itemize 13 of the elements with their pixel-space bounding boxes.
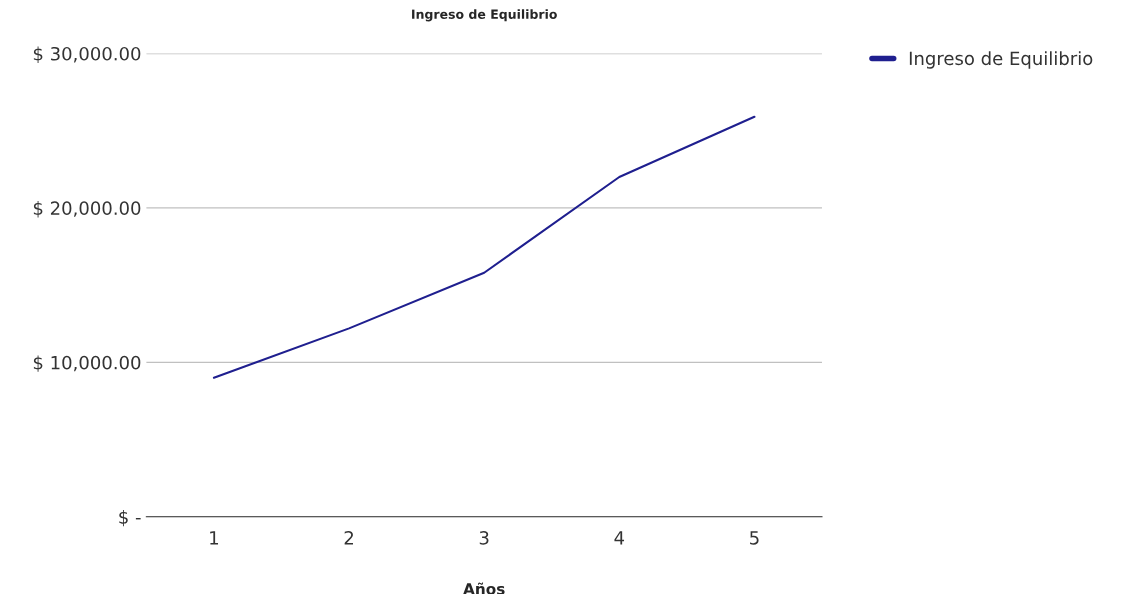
y-tick-label: $ 20,000.00: [33, 201, 141, 218]
x-tick-label: 3: [479, 530, 489, 545]
y-tick-label: $ 30,000.00: [33, 46, 141, 63]
x-tick-label: 2: [344, 530, 353, 545]
line-series: [212, 115, 756, 379]
x-tick-label: 5: [750, 531, 759, 545]
x-tick-label: 4: [614, 531, 625, 545]
legend-label: Ingreso de Equilibrio: [909, 51, 1093, 69]
x-axis-title: Años: [463, 582, 505, 594]
chart-title: Ingreso de Equilibrio: [412, 9, 557, 22]
y-tick-label: $ -: [119, 509, 141, 527]
y-tick-label: $ 10,000.00: [33, 355, 141, 372]
x-tick-label: 1: [210, 531, 219, 545]
